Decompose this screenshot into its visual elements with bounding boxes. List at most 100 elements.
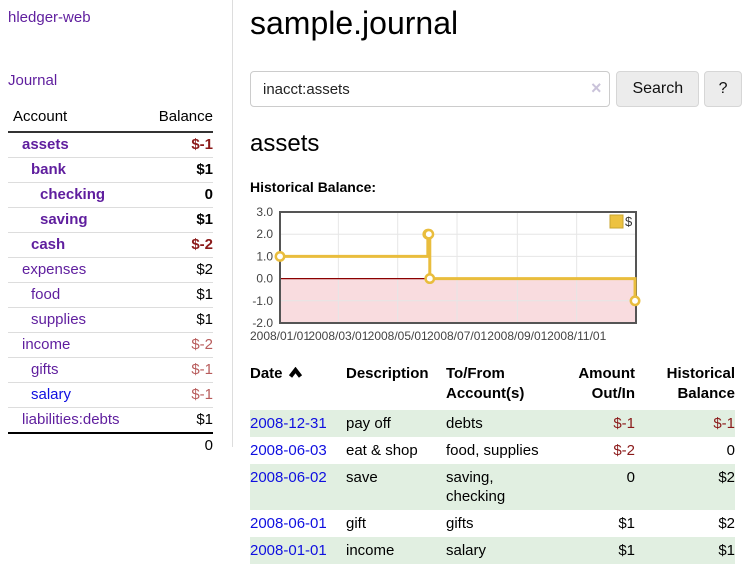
svg-text:2008/07/01: 2008/07/01	[427, 329, 487, 343]
transaction-accounts: debts	[446, 415, 483, 432]
svg-text:2.0: 2.0	[256, 227, 273, 241]
account-link-salary[interactable]: salary	[31, 386, 72, 403]
sidebar-item-journal[interactable]: Journal	[8, 72, 58, 89]
transaction-amount: 0	[626, 469, 635, 486]
svg-text:2008/11/01: 2008/11/01	[547, 329, 606, 343]
account-balance: $1	[110, 407, 213, 433]
account-row: bank $1	[8, 157, 213, 183]
svg-text:0.0: 0.0	[256, 272, 273, 286]
account-row: checking 0	[8, 182, 213, 208]
accounts-total-value: 0	[110, 432, 213, 458]
account-row: gifts $-1	[8, 357, 213, 383]
balance-chart-svg: 3.0 2.0 1.0 0.0 -1.0 -2.02008/01/012008/03/01…	[250, 205, 641, 343]
register-header-row: Date Description To/From Account(s) Amou…	[250, 362, 735, 410]
sidebar: hledger-web Journal Account Balance asse…	[0, 0, 233, 458]
search-bar: × Search ?	[250, 71, 742, 107]
transaction-amount: $-2	[613, 442, 635, 459]
transaction-description: save	[346, 469, 378, 486]
account-balance: $-2	[110, 332, 213, 358]
account-link-gifts[interactable]: gifts	[31, 361, 59, 378]
account-row: liabilities:debts $1	[8, 407, 213, 433]
clear-search-icon[interactable]: ×	[590, 78, 602, 98]
transaction-balance: 0	[726, 442, 735, 459]
transaction-balance: $2	[718, 469, 735, 486]
svg-text:2008/05/01: 2008/05/01	[368, 329, 428, 343]
brand-link[interactable]: hledger-web	[8, 9, 91, 26]
table-row: 2008-06-03 eat & shop food, supplies $-2…	[250, 437, 735, 464]
account-link-liabilities-debts[interactable]: liabilities:debts	[22, 411, 120, 428]
table-row: 2008-12-31 pay off debts $-1 $-1	[250, 410, 735, 437]
transaction-balance: $2	[718, 515, 735, 532]
account-row: food $1	[8, 282, 213, 308]
sort-ascending-icon	[288, 366, 302, 378]
svg-text:$: $	[625, 214, 633, 229]
account-balance: $-1	[110, 357, 213, 383]
accounts-table: Account Balance assets $-1 bank $1 check…	[8, 106, 213, 458]
date-column-header: Date	[250, 362, 346, 410]
account-balance: $2	[110, 257, 213, 283]
svg-text:2008/03/01: 2008/03/01	[308, 329, 368, 343]
help-button[interactable]: ?	[704, 71, 742, 107]
transaction-amount: $1	[618, 515, 635, 532]
svg-text:-1.0: -1.0	[252, 294, 273, 308]
register-table: Date Description To/From Account(s) Amou…	[250, 362, 735, 564]
transaction-date-link[interactable]: 2008-01-01	[250, 542, 327, 559]
transaction-amount: $1	[618, 542, 635, 559]
account-balance: $1	[110, 282, 213, 308]
transaction-accounts: gifts	[446, 515, 474, 532]
account-balance: $1	[110, 307, 213, 333]
account-balance: $-1	[110, 382, 213, 408]
account-row: expenses $2	[8, 257, 213, 283]
account-link-checking[interactable]: checking	[40, 186, 106, 203]
account-row: assets $-1	[8, 131, 213, 158]
transaction-accounts: food, supplies	[446, 442, 539, 459]
account-balance: $-1	[110, 131, 213, 158]
account-row: salary $-1	[8, 382, 213, 408]
sort-by-date-link[interactable]: Date	[250, 365, 303, 382]
search-input[interactable]	[250, 71, 611, 107]
table-row: 2008-06-01 gift gifts $1 $2	[250, 510, 735, 537]
account-link-expenses[interactable]: expenses	[22, 261, 87, 278]
balance-column-header: Balance	[110, 106, 213, 133]
historical-balance-column-header: Historical Balance	[666, 365, 735, 402]
account-balance: $1	[110, 207, 213, 233]
transaction-date-link[interactable]: 2008-06-02	[250, 469, 327, 486]
search-input-wrap: ×	[250, 71, 611, 107]
svg-text:2008/09/01: 2008/09/01	[487, 329, 547, 343]
svg-text:3.0: 3.0	[256, 205, 273, 219]
description-column-header: Description	[346, 365, 429, 382]
transaction-accounts: salary	[446, 542, 487, 559]
table-row: 2008-01-01 income salary $1 $1	[250, 537, 735, 564]
account-link-income[interactable]: income	[22, 336, 71, 353]
svg-text:-2.0: -2.0	[252, 316, 273, 330]
account-link-assets[interactable]: assets	[22, 136, 69, 153]
transaction-date-link[interactable]: 2008-06-01	[250, 515, 327, 532]
transaction-date-link[interactable]: 2008-06-03	[250, 442, 327, 459]
account-link-supplies[interactable]: supplies	[31, 311, 87, 328]
svg-text:2008/01/01: 2008/01/01	[250, 329, 310, 343]
account-heading: assets	[250, 130, 320, 157]
balance-chart: 3.0 2.0 1.0 0.0 -1.0 -2.0 2008/01/01 2008/03/01…	[250, 205, 650, 345]
account-row: saving $1	[8, 207, 213, 233]
main-content: sample.journal × Search ? assets Histori…	[250, 0, 742, 564]
transaction-date-link[interactable]: 2008-12-31	[250, 415, 327, 432]
transaction-accounts: saving, checking	[446, 469, 506, 505]
transaction-description: eat & shop	[346, 442, 418, 459]
chart-title: Historical Balance:	[250, 179, 377, 195]
page-title: sample.journal	[250, 5, 459, 41]
transaction-description: gift	[346, 515, 367, 532]
account-link-food[interactable]: food	[31, 286, 61, 303]
account-balance: $1	[110, 157, 213, 183]
account-column-header: Account	[8, 106, 111, 133]
account-link-bank[interactable]: bank	[31, 161, 67, 178]
search-button[interactable]: Search	[616, 71, 700, 107]
account-row: supplies $1	[8, 307, 213, 333]
account-balance: $-2	[110, 232, 213, 258]
transaction-description: income	[346, 542, 395, 559]
account-link-saving[interactable]: saving	[40, 211, 88, 228]
svg-text:1.0: 1.0	[256, 249, 273, 263]
amount-column-header: Amount Out/In	[578, 365, 635, 402]
account-link-cash[interactable]: cash	[31, 236, 66, 253]
transaction-balance: $-1	[713, 415, 735, 432]
